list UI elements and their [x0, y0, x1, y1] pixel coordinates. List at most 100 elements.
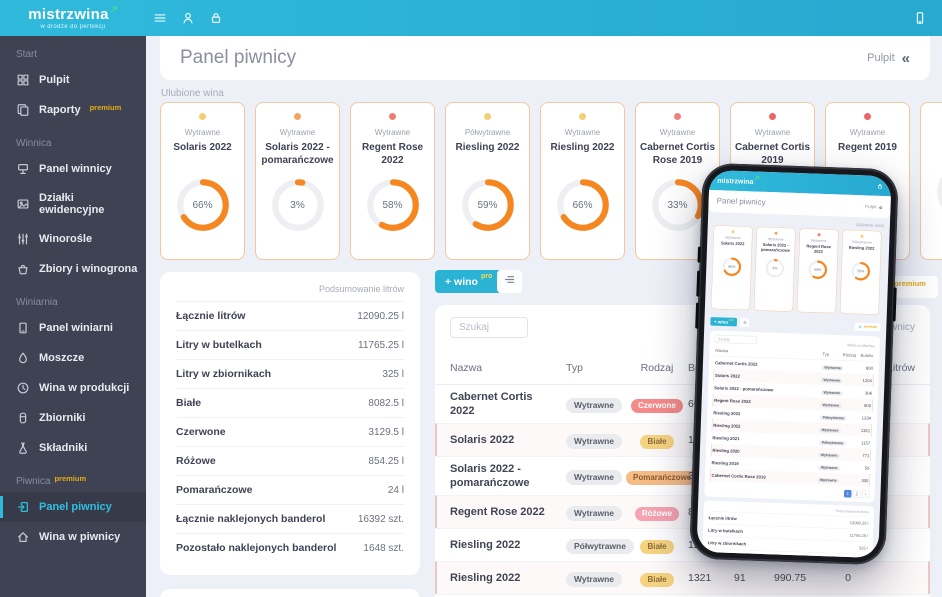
phone-export-button: premium: [854, 322, 881, 332]
phone-list-view-button: [739, 318, 750, 327]
sidebar-section-winnica: Winnica: [16, 138, 52, 149]
sidebar-item[interactable]: Składniki: [0, 433, 146, 463]
phone-page-button: 1: [843, 489, 852, 498]
wine-type: Wytrawne: [564, 128, 601, 137]
phone-screen: mistrzwina Panel piwnicy Pulpit « Ulubion…: [696, 169, 892, 559]
wine-type: Wytrawne: [279, 128, 316, 137]
sidebar-item[interactable]: Wina w piwnicy: [0, 522, 146, 552]
donut-arc: [365, 177, 421, 233]
sidebar-section-piwnica: Piwnica premium: [16, 474, 87, 487]
basket-icon: [16, 262, 30, 276]
add-wine-button[interactable]: + wino pro: [435, 270, 503, 293]
phone-type-badge: Wytrawne: [820, 377, 843, 383]
summary-row: Litry w butelkach 11765.25 l: [176, 331, 404, 360]
mobile-app-icon[interactable]: [906, 4, 934, 32]
wine-name: Solaris 2022: [173, 142, 232, 153]
variety-badge: Czerwone: [631, 398, 683, 413]
phone-wine-card: Wytrawne Regent Rose 2022 58%: [796, 228, 839, 314]
wine-table-row[interactable]: Riesling 2022 Wytrawne Białe 1321 91 990…: [435, 561, 930, 594]
lock-icon[interactable]: [202, 4, 230, 32]
cell-name: Regent Rose 2022: [450, 506, 545, 518]
summary-label: Łącznie litrów: [176, 310, 246, 322]
wine-color-dot: [769, 113, 776, 120]
wine-card[interactable]: Półwytrawne Riesling 2022 59%: [445, 102, 530, 260]
summary-row: Różowe 854.25 l: [176, 447, 404, 476]
phone-search-input: Szukaj: [714, 334, 757, 345]
sidebar-item[interactable]: Wina w produkcji: [0, 373, 146, 403]
wine-table-row[interactable]: Cabernet Cortis 2022 Wytrawne Czerwone 6…: [435, 385, 930, 423]
sidebar-item[interactable]: Raporty premium: [0, 95, 146, 125]
back-to-pulpit[interactable]: Pulpit «: [867, 51, 910, 66]
menu-toggle-icon[interactable]: [146, 4, 174, 32]
wine-table-row[interactable]: Riesling 2021 Półwytrawne Białe 1157: [435, 594, 930, 597]
sidebar-item-label: Panel winnicy: [39, 163, 112, 175]
wine-card[interactable]: Wytrawne Riesling 2022 66%: [540, 102, 625, 260]
donut-arc: [460, 177, 516, 233]
phone-type-badge: Wytrawne: [818, 452, 840, 458]
type-badge: Wytrawne: [566, 469, 622, 485]
variety-badge: Białe: [640, 572, 674, 587]
donut-arc: [555, 177, 611, 233]
sidebar-item[interactable]: Winorośle: [0, 224, 146, 254]
donut-arc: [270, 177, 326, 233]
list-view-button[interactable]: [497, 270, 522, 293]
brand-logo[interactable]: mistrzwina w drodze do perfekcji: [0, 5, 146, 30]
wine-card[interactable]: Wytrawne Regent Rose 2022 58%: [350, 102, 435, 260]
phone-type-badge: Wytrawne: [817, 477, 840, 483]
wine-progress-donut: 66%: [175, 177, 231, 233]
exit-icon: [16, 500, 30, 514]
cell-name: Riesling 2022: [450, 572, 521, 584]
phone-lock-icon: [877, 183, 884, 190]
user-icon[interactable]: [174, 4, 202, 32]
sidebar-item[interactable]: Działki ewidencyjne: [0, 184, 146, 224]
sidebar-item[interactable]: Moszcze: [0, 343, 146, 373]
cell-name: Cabernet Cortis 2022: [450, 391, 533, 417]
phone-wine-table-card: Szukaj Wina w piwnicy Nazwa Typ Rodzaj B…: [704, 330, 881, 503]
wine-card[interactable]: Wytrawne Solaris 2022 - pomarańczowe 3%: [255, 102, 340, 260]
sidebar-item[interactable]: Zbiorniki: [0, 403, 146, 433]
wine-name: Cabernet Cortis 2019: [735, 142, 811, 166]
phone-topbar: mistrzwina: [709, 169, 892, 197]
phone-table-context-label: Wina w piwnicy: [847, 342, 875, 349]
sidebar-item[interactable]: Panel winiarni: [0, 313, 146, 343]
sidebar-item[interactable]: Panel winnicy: [0, 154, 146, 184]
wine-color-dot: [389, 113, 396, 120]
donut-percent: [935, 164, 942, 220]
summary-value: 11765.25 l: [358, 339, 404, 351]
summary-value: 8082.5 l: [368, 397, 404, 409]
sidebar-item[interactable]: Pulpit: [0, 65, 146, 95]
sidebar-item-label: Działki ewidencyjne: [39, 192, 105, 216]
phone-wine-card: Wytrawne Riesling 2022 66%: [882, 231, 884, 317]
phone-type-badge: Wytrawne: [819, 427, 841, 433]
cell-col5: 91: [734, 572, 746, 584]
summary-label: Litry w zbiornikach: [176, 368, 272, 380]
phone-favorite-cards: Wytrawne Solaris 2022 66% Wytrawne: [710, 225, 884, 317]
phone-page-button: 2: [852, 490, 861, 498]
wine-card[interactable]: [920, 102, 942, 260]
sidebar-item[interactable]: Panel piwnicy: [0, 492, 146, 522]
wine-name: [925, 128, 942, 155]
donut-arc: [650, 177, 706, 233]
sidebar-item-label: Panel piwnicy: [39, 501, 112, 513]
wine-type: Wytrawne: [374, 128, 411, 137]
wine-color-dot: [484, 113, 491, 120]
summary-label: Różowe: [176, 455, 216, 467]
download-icon: [858, 324, 863, 329]
summary-value: 854.25 l: [368, 455, 404, 467]
search-input[interactable]: [450, 317, 528, 338]
brand-tagline: w drodze do perfekcji: [40, 23, 106, 30]
premium-badge: premium: [89, 102, 122, 112]
page-title: Panel piwnicy: [180, 47, 297, 68]
phone-wine-name: Solaris 2022: [720, 240, 745, 247]
sidebar-group-piwnica: Panel piwnicy Wina w piwnicy: [0, 492, 146, 552]
phone-logo-arrow-icon: [754, 175, 760, 181]
summary-row: Czerwone 3129.5 l: [176, 418, 404, 447]
sidebar-item[interactable]: Zbiory i winogrona: [0, 254, 146, 284]
phone-wine-name: Regent Rose 2022: [806, 243, 831, 254]
donut-percent: 3%: [290, 199, 305, 211]
wine-card[interactable]: Wytrawne Solaris 2022 66%: [160, 102, 245, 260]
topbar: mistrzwina w drodze do perfekcji: [0, 0, 942, 36]
summary-value: 12090.25 l: [357, 310, 404, 322]
favorite-wine-cards: Wytrawne Solaris 2022 66% Wytrawne Solar…: [160, 102, 942, 266]
